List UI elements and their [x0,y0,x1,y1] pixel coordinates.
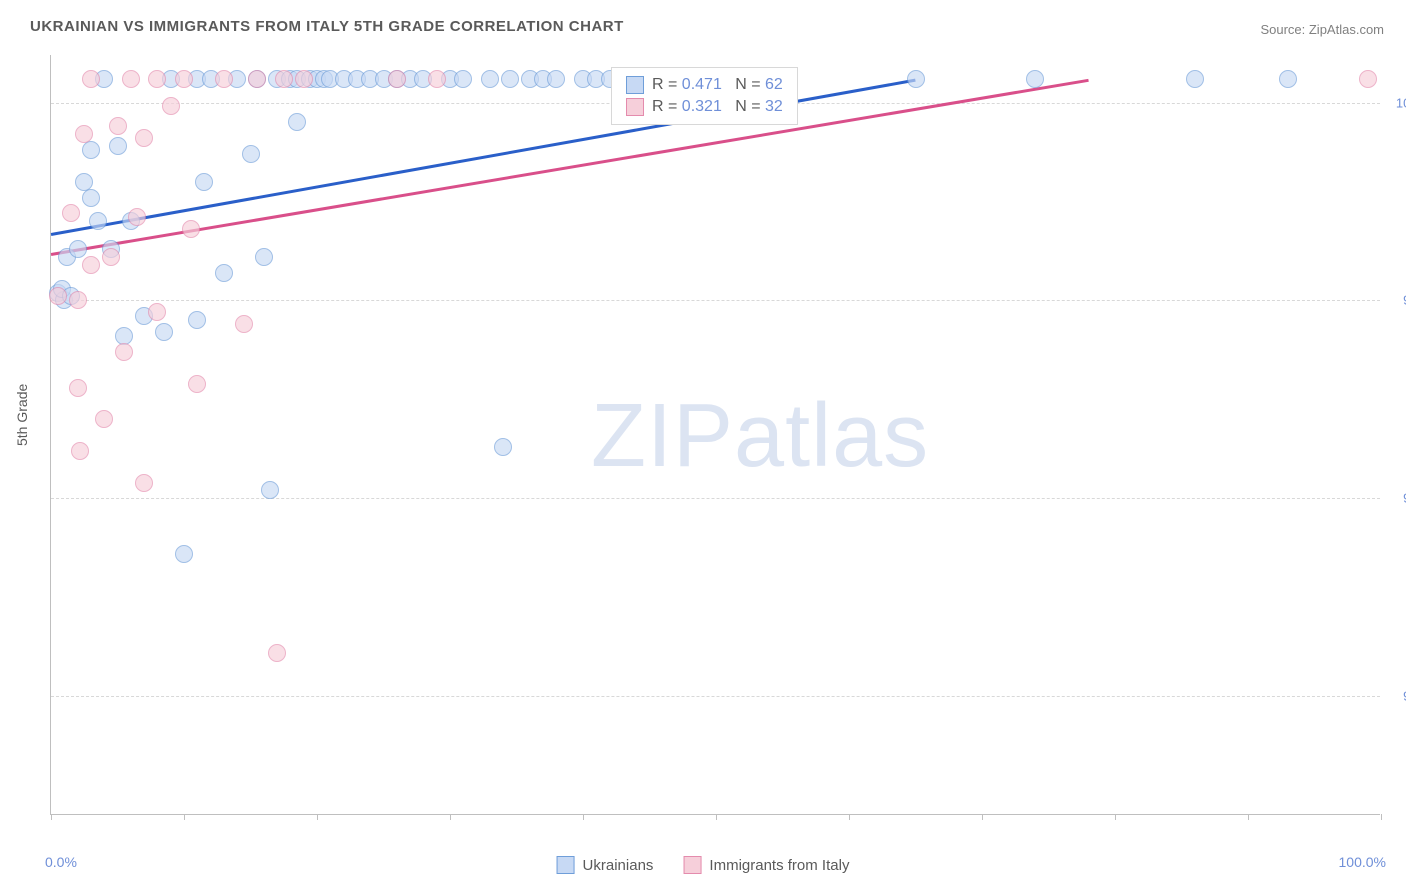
legend-label: Ukrainians [583,857,654,874]
gridline [51,300,1380,301]
gridline [51,696,1380,697]
scatter-point [71,442,89,460]
scatter-point [82,70,100,88]
scatter-point [275,70,293,88]
correlation-stats-box: R = 0.471 N = 62 R = 0.321 N = 32 [611,67,798,125]
scatter-point [175,70,193,88]
scatter-point [1026,70,1044,88]
scatter-point [295,70,313,88]
scatter-point [494,438,512,456]
scatter-point [69,291,87,309]
legend-swatch [626,76,644,94]
x-tick [184,814,185,820]
scatter-point [135,129,153,147]
x-tick [450,814,451,820]
scatter-point [1279,70,1297,88]
scatter-point [89,212,107,230]
legend-item: Immigrants from Italy [683,856,849,874]
scatter-point [109,117,127,135]
scatter-point [109,137,127,155]
scatter-point [195,173,213,191]
watermark: ZIPatlas [591,385,929,488]
legend-swatch [557,856,575,874]
scatter-point [75,125,93,143]
scatter-point [175,545,193,563]
scatter-point [49,287,67,305]
scatter-point [454,70,472,88]
x-axis-min-label: 0.0% [45,854,77,870]
trend-line [51,79,1089,256]
scatter-point [188,311,206,329]
scatter-point [95,410,113,428]
scatter-point [288,113,306,131]
gridline [51,498,1380,499]
scatter-point [215,70,233,88]
y-axis-title: 5th Grade [14,384,30,446]
scatter-point [135,474,153,492]
scatter-point [481,70,499,88]
scatter-point [1186,70,1204,88]
scatter-point [148,303,166,321]
x-axis-max-label: 100.0% [1339,854,1386,870]
watermark-zip: ZIP [591,386,734,486]
source-attribution: Source: ZipAtlas.com [1260,22,1384,37]
stats-row: R = 0.471 N = 62 [626,74,783,96]
scatter-point [162,97,180,115]
scatter-point [907,70,925,88]
scatter-point [69,379,87,397]
legend: Ukrainians Immigrants from Italy [557,856,850,874]
x-tick [1115,814,1116,820]
x-tick [583,814,584,820]
scatter-point [82,256,100,274]
scatter-point [115,343,133,361]
scatter-point [188,375,206,393]
stats-text: R = 0.321 N = 32 [652,98,783,116]
legend-label: Immigrants from Italy [709,857,849,874]
scatter-point [102,248,120,266]
scatter-point [62,204,80,222]
scatter-point [82,189,100,207]
scatter-point [235,315,253,333]
scatter-point [547,70,565,88]
scatter-point [122,70,140,88]
scatter-point [388,70,406,88]
scatter-point [242,145,260,163]
scatter-point [148,70,166,88]
scatter-point [182,220,200,238]
scatter-point [155,323,173,341]
x-tick [317,814,318,820]
legend-swatch [683,856,701,874]
scatter-point [215,264,233,282]
scatter-point [248,70,266,88]
y-tick-label: 100.0% [1396,95,1406,110]
legend-item: Ukrainians [557,856,654,874]
stats-text: R = 0.471 N = 62 [652,76,783,94]
scatter-point [501,70,519,88]
x-tick [849,814,850,820]
watermark-atlas: atlas [734,386,929,486]
scatter-point [261,481,279,499]
scatter-point [428,70,446,88]
scatter-chart: ZIPatlas 92.5%95.0%97.5%100.0%R = 0.471 … [50,55,1380,815]
scatter-point [1359,70,1377,88]
chart-title: UKRAINIAN VS IMMIGRANTS FROM ITALY 5TH G… [30,18,624,35]
stats-row: R = 0.321 N = 32 [626,96,783,118]
legend-swatch [626,98,644,116]
scatter-point [128,208,146,226]
scatter-point [255,248,273,266]
scatter-point [268,644,286,662]
scatter-point [82,141,100,159]
x-tick [51,814,52,820]
x-tick [1381,814,1382,820]
x-tick [982,814,983,820]
x-tick [716,814,717,820]
scatter-point [69,240,87,258]
x-tick [1248,814,1249,820]
